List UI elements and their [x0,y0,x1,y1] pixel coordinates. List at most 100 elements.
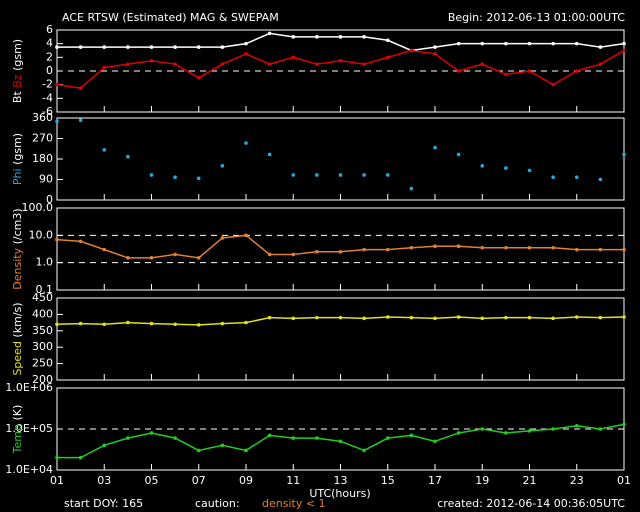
chart-title: ACE RTSW (Estimated) MAG & SWEPAM [62,11,279,24]
data-point [220,321,225,326]
data-point [338,173,343,177]
y-label-part: (km/s) [11,302,24,337]
data-point [574,247,579,252]
data-point [362,247,366,252]
data-point [480,164,485,168]
y-tick-label: 0.1 [36,283,54,296]
data-point [456,244,461,249]
y-tick-label: 180 [32,152,53,165]
data-point [267,62,272,66]
data-point [338,58,343,63]
plot-frame [56,207,625,291]
data-point [551,41,555,46]
y-axis-label: Density (/cm3) [11,208,24,289]
data-point [78,45,83,49]
data-point [480,245,485,250]
caution-note: density < 1 [262,497,326,510]
x-tick-label: 03 [97,474,111,487]
data-point [622,41,626,46]
data-point [291,55,296,60]
data-point [622,315,626,319]
data-point [315,35,319,39]
data-point [456,152,461,157]
data-point [551,427,555,431]
data-point [126,154,130,159]
data-point [244,141,248,145]
data-point [291,436,296,440]
data-point [622,48,626,53]
data-point [574,423,579,428]
data-point [527,41,532,46]
data-point [433,145,437,150]
data-point [622,247,626,252]
data-point [55,455,59,460]
y-label-part: Density [11,247,24,289]
data-point [574,69,579,73]
data-point [315,315,319,320]
data-point [504,166,508,170]
data-point [409,433,414,438]
y-axis-label: Phi (gsm) [11,133,24,185]
x-tick-label: 17 [428,474,442,487]
data-point [409,48,414,53]
x-tick-label: 09 [239,474,253,487]
data-point [102,45,107,49]
data-point [267,433,272,438]
y-tick-label: 100.0 [22,201,54,214]
data-point [409,186,414,191]
begin-time: Begin: 2012-06-13 01:00:00UTC [448,11,625,24]
data-point [244,52,248,56]
data-point [527,69,532,73]
y-tick-label: 2 [46,50,53,63]
data-point [291,252,296,257]
data-point [78,321,83,326]
y-tick-label: 10.0 [29,228,54,241]
data-point [598,62,603,66]
data-point [55,237,59,242]
y-tick-label: -6 [42,105,53,118]
data-point [338,35,343,39]
data-point [504,72,508,77]
data-point [126,256,130,260]
data-point [220,45,225,49]
data-point [504,431,508,435]
y-tick-label: 350 [32,324,53,337]
data-point [244,233,248,238]
data-point [267,315,272,320]
data-point [338,249,343,254]
data-point [149,431,154,435]
x-tick-label: 15 [381,474,395,487]
data-point [78,118,83,123]
data-point [149,45,154,49]
x-tick-label: 13 [334,474,348,487]
data-point [385,315,390,319]
data-point [574,41,579,46]
data-point [433,439,437,444]
data-point [291,173,296,177]
y-axis-label: Speed (km/s) [11,302,24,375]
data-point [480,427,485,431]
data-point [385,173,390,177]
data-point [126,320,130,325]
data-point [315,436,319,440]
y-label-part: Bt [11,91,24,104]
data-point [433,45,437,49]
data-point [551,245,555,250]
y-tick-label: 270 [32,132,53,145]
data-point [456,315,461,319]
y-label-part: Bz [11,74,24,88]
data-point [126,45,130,49]
y-tick-label: 1.0E+04 [5,463,53,476]
y-label-part: (/cm3) [11,208,24,244]
y-tick-label: -2 [42,78,53,91]
data-point [362,316,366,321]
x-tick-label: 19 [475,474,489,487]
data-point [173,436,177,440]
data-point [480,316,485,321]
y-tick-label: 400 [32,307,53,320]
data-point [598,45,603,49]
data-point [433,244,437,249]
series-line [56,234,624,259]
plot-frame [56,29,625,113]
data-point [504,41,508,46]
